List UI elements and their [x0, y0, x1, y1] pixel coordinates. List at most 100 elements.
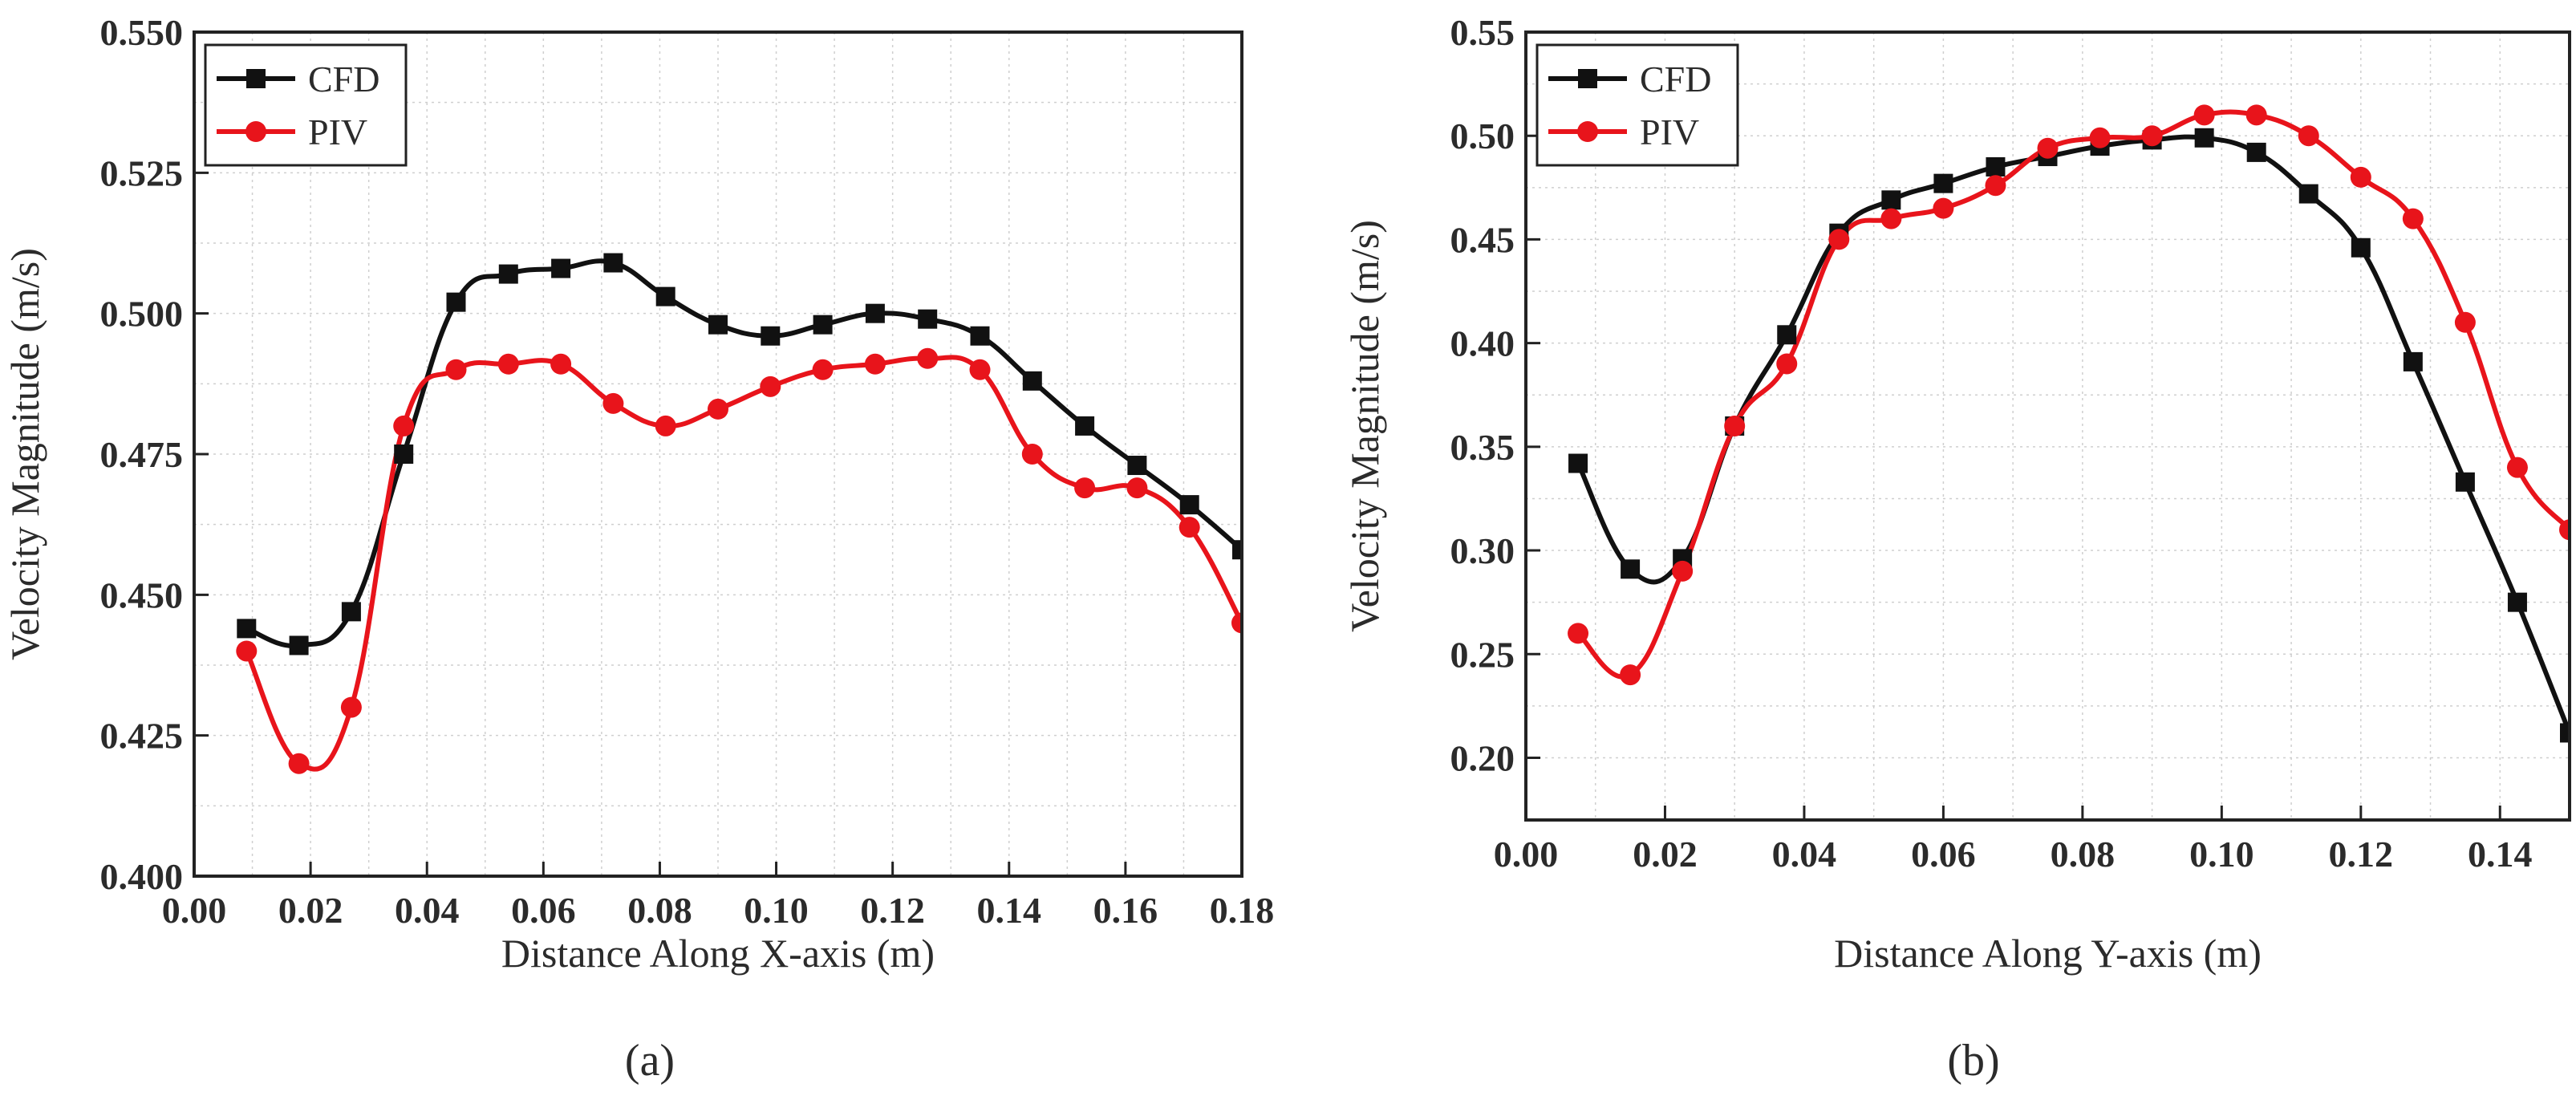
data-point-cfd — [498, 264, 518, 284]
data-point-cfd — [1621, 559, 1641, 579]
data-point-piv — [2037, 137, 2059, 159]
x-axis-label: Distance Along Y-axis (m) — [1834, 931, 2262, 976]
data-point-piv — [393, 415, 415, 436]
y-tick-label: 0.425 — [100, 716, 184, 757]
data-point-piv — [2089, 127, 2111, 148]
panel-caption: (a) — [625, 1036, 675, 1086]
y-tick-label: 0.500 — [100, 294, 184, 335]
data-point-piv — [602, 392, 624, 414]
data-point-cfd — [1881, 190, 1901, 210]
y-tick-label: 0.45 — [1450, 219, 1515, 260]
x-tick-label: 0.08 — [627, 890, 692, 931]
data-point-cfd — [2560, 723, 2570, 743]
legend-box — [1535, 43, 1739, 167]
legend-label-cfd: CFD — [308, 59, 379, 99]
data-point-cfd — [2194, 128, 2214, 148]
data-point-cfd — [2351, 237, 2371, 258]
data-point-cfd — [761, 326, 781, 346]
data-point-cfd — [1568, 453, 1588, 473]
legend-marker-cfd — [246, 69, 266, 88]
x-tick-label: 0.00 — [1494, 834, 1559, 875]
data-point-piv — [1776, 353, 1798, 375]
y-tick-label: 0.25 — [1450, 634, 1515, 675]
y-tick-label: 0.40 — [1450, 323, 1515, 364]
y-axis-label: Velocity Magnitude (m/s) — [2, 248, 47, 660]
data-point-piv — [1828, 229, 1850, 250]
data-point-piv — [708, 398, 728, 420]
y-tick-label: 0.50 — [1450, 116, 1515, 156]
data-point-piv — [340, 696, 362, 718]
data-point-cfd — [1777, 325, 1797, 345]
data-point-cfd — [2507, 592, 2527, 612]
data-point-piv — [1880, 208, 1902, 229]
data-point-piv — [288, 753, 310, 774]
data-point-cfd — [237, 619, 257, 639]
x-tick-label: 0.18 — [1210, 890, 1275, 931]
legend-box — [204, 43, 408, 167]
legend-marker-piv — [1577, 121, 1598, 142]
data-point-piv — [655, 415, 676, 436]
x-tick-label: 0.12 — [2329, 834, 2394, 875]
x-tick-label: 0.14 — [977, 890, 1042, 931]
data-point-piv — [2298, 125, 2319, 147]
data-point-piv — [2454, 311, 2476, 333]
x-tick-label: 0.10 — [2189, 834, 2254, 875]
data-point-cfd — [2455, 472, 2475, 492]
x-tick-label: 0.12 — [860, 890, 925, 931]
data-point-piv — [1672, 560, 1694, 582]
data-point-piv — [2506, 457, 2528, 478]
data-point-piv — [1231, 612, 1242, 634]
legend: CFD PIV — [1535, 43, 1739, 167]
data-point-piv — [1568, 623, 1589, 644]
data-point-cfd — [1127, 456, 1147, 476]
data-point-piv — [2350, 166, 2371, 188]
data-point-cfd — [1933, 173, 1953, 193]
data-point-cfd — [1232, 540, 1242, 560]
legend-label-piv: PIV — [1640, 112, 1699, 152]
y-axis-label: Velocity Magnitude (m/s) — [1342, 220, 1387, 632]
y-tick-label: 0.550 — [100, 12, 184, 53]
data-point-piv — [1178, 517, 1200, 538]
data-point-piv — [497, 353, 519, 375]
data-point-cfd — [918, 309, 938, 329]
y-tick-label: 0.30 — [1450, 530, 1515, 571]
data-point-cfd — [446, 292, 466, 312]
x-tick-label: 0.06 — [511, 890, 576, 931]
x-tick-label: 0.04 — [1772, 834, 1837, 875]
data-point-piv — [1933, 197, 1954, 219]
data-point-piv — [445, 359, 467, 380]
data-point-cfd — [551, 258, 571, 278]
panel-caption: (b) — [1947, 1036, 1999, 1086]
data-point-cfd — [655, 286, 675, 306]
data-point-cfd — [1075, 416, 1095, 436]
data-point-piv — [917, 347, 939, 369]
data-point-cfd — [289, 635, 309, 656]
y-tick-label: 0.400 — [100, 856, 184, 897]
data-point-cfd — [603, 253, 623, 273]
legend-label-piv: PIV — [308, 112, 367, 152]
y-tick-label: 0.450 — [100, 574, 184, 615]
legend: CFD PIV — [204, 43, 408, 167]
legend-label-cfd: CFD — [1640, 59, 1711, 99]
y-tick-label: 0.55 — [1450, 12, 1515, 53]
data-point-piv — [2141, 125, 2163, 147]
data-point-cfd — [1022, 371, 1042, 391]
data-point-piv — [1985, 175, 2006, 197]
data-point-cfd — [1986, 156, 2006, 177]
x-tick-label: 0.10 — [744, 890, 809, 931]
data-point-cfd — [2403, 351, 2423, 371]
y-tick-label: 0.20 — [1450, 737, 1515, 778]
data-point-piv — [1074, 477, 1096, 499]
plot-frame — [1524, 30, 2571, 822]
legend-marker-piv — [245, 121, 266, 142]
data-point-piv — [2402, 208, 2424, 229]
data-point-piv — [550, 353, 572, 375]
data-point-piv — [2559, 519, 2570, 541]
x-tick-label: 0.02 — [278, 890, 343, 931]
data-point-piv — [969, 359, 991, 380]
data-point-piv — [1021, 444, 1043, 465]
chart-panel-a: 0.00 0.02 0.04 0.06 0.08 0.10 0.12 0.14 0.16 0.18… — [2, 12, 1274, 1086]
x-tick-label: 0.04 — [395, 890, 460, 931]
x-axis-label: Distance Along X-axis (m) — [501, 931, 935, 976]
